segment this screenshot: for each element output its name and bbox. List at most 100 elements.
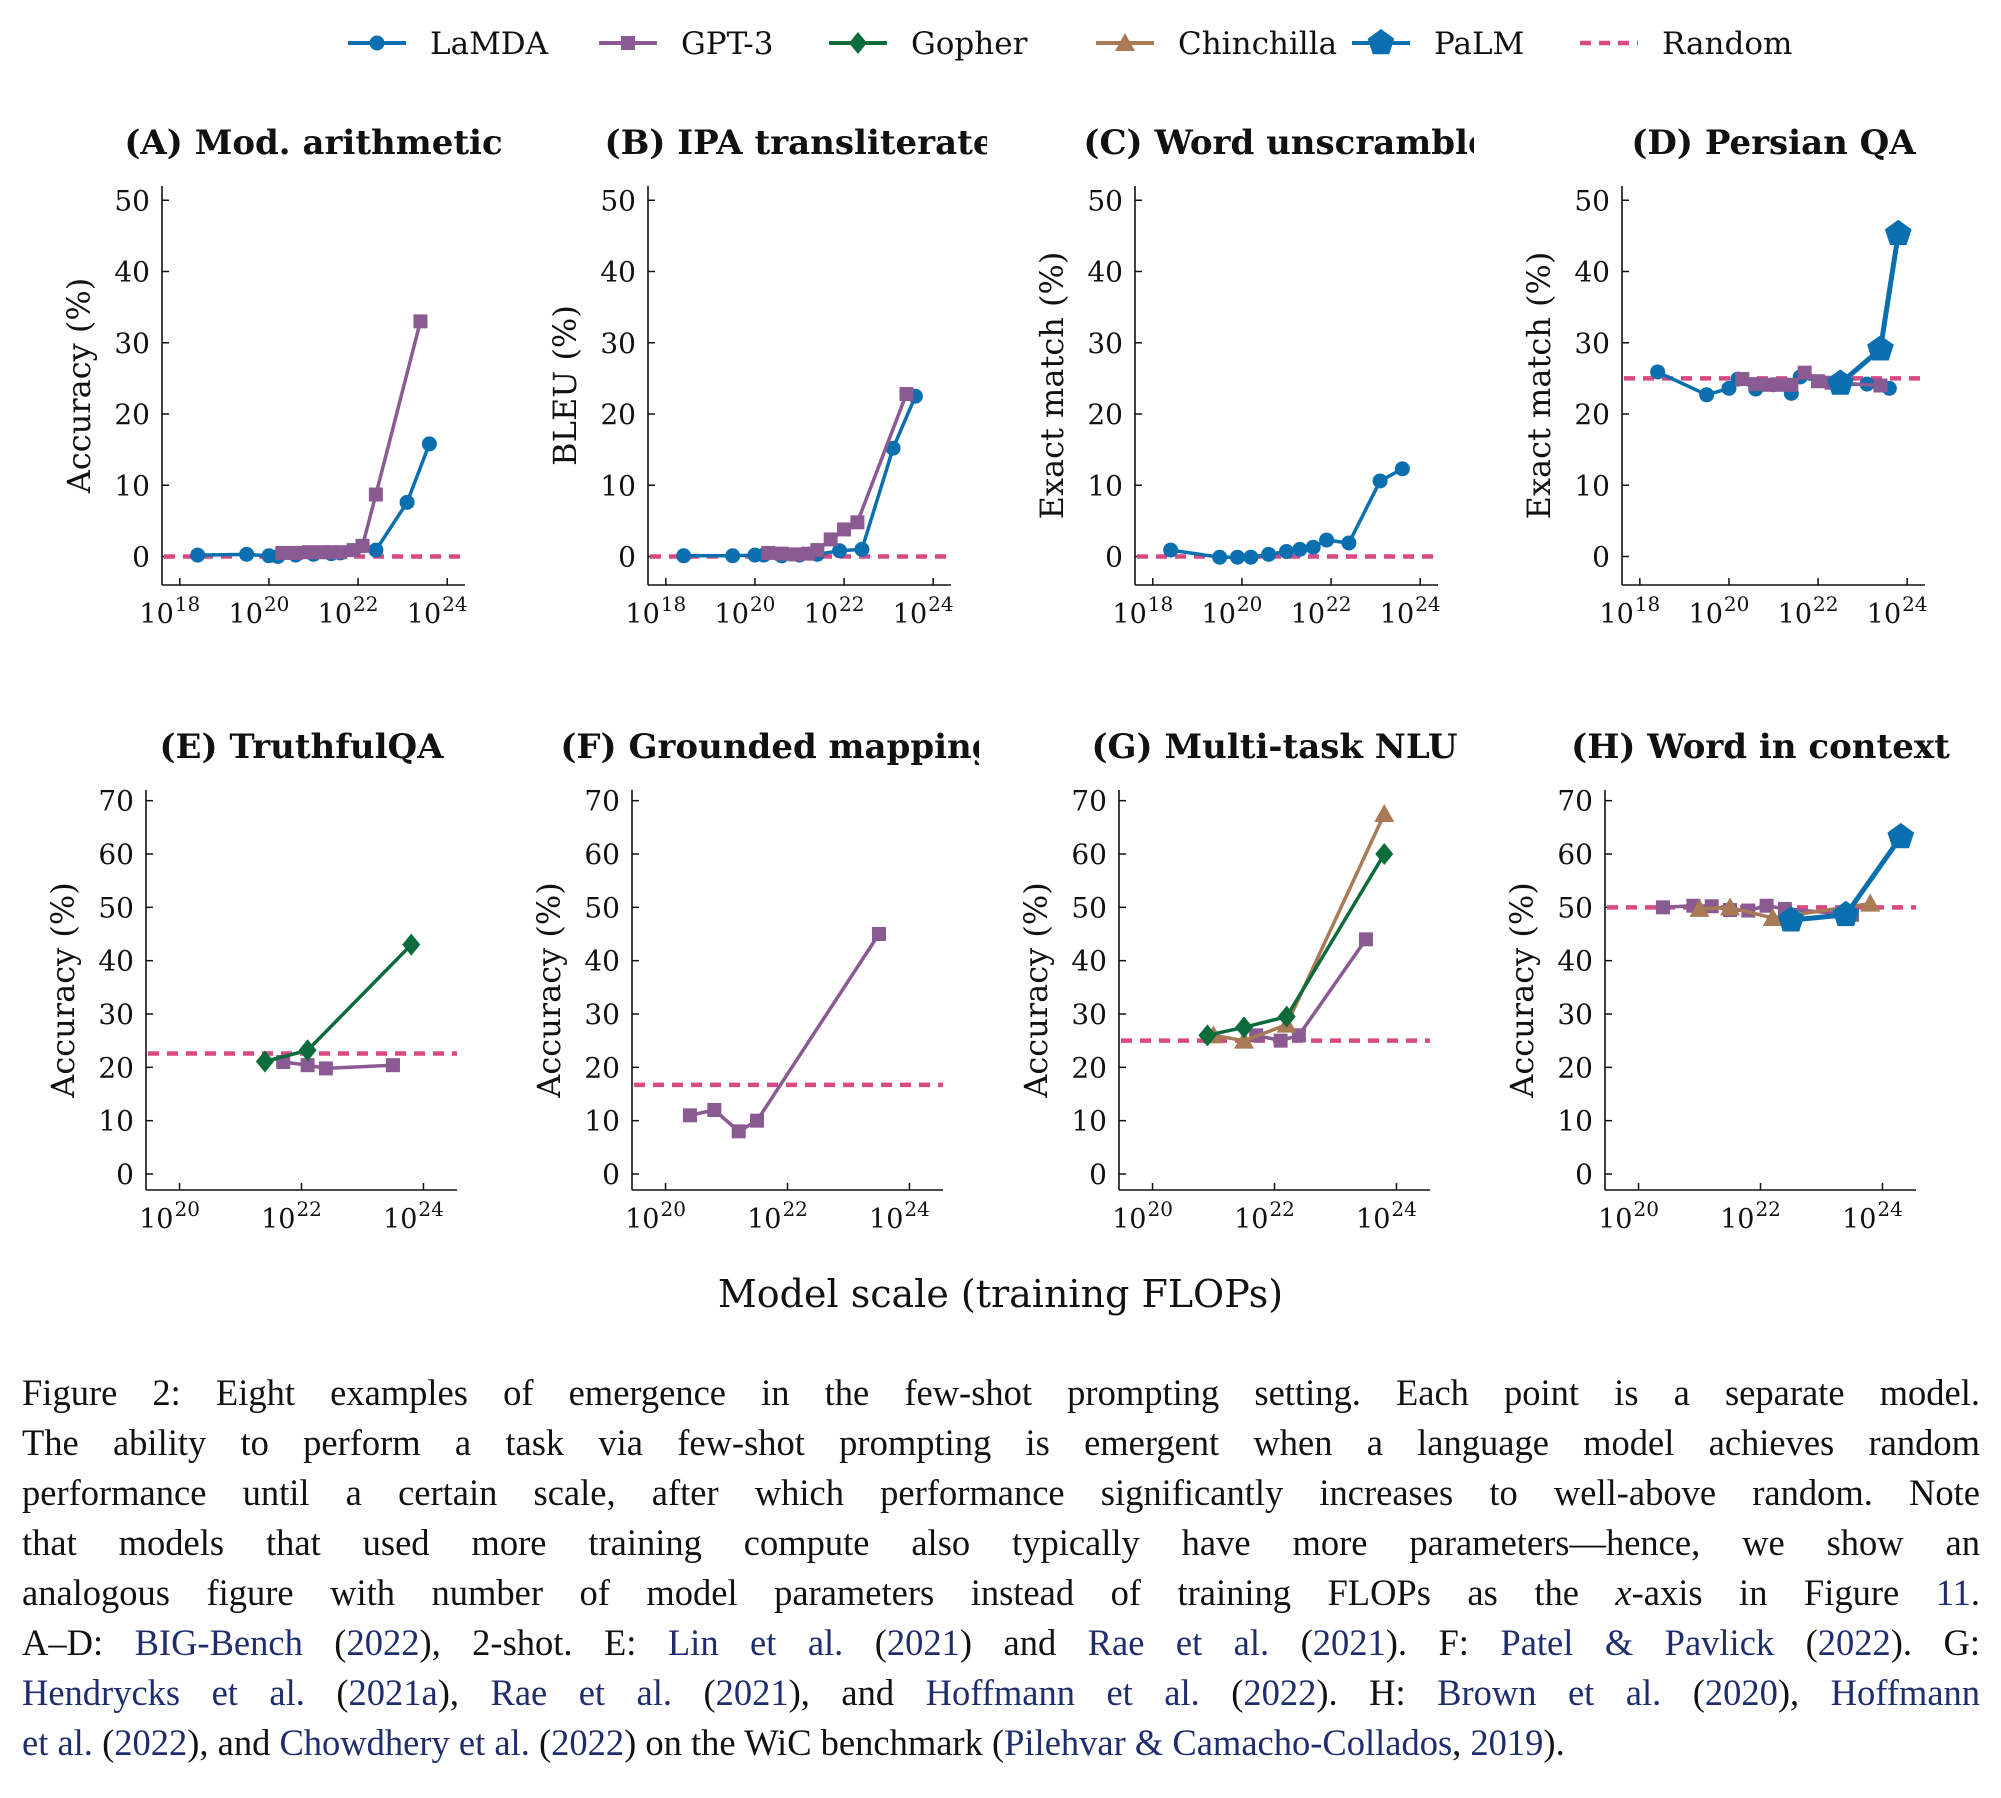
data-point (788, 547, 803, 562)
x-tick-label: 1024 (383, 1197, 444, 1235)
citation-link[interactable]: 2022 (551, 1722, 625, 1763)
caption-text: ( (1269, 1622, 1313, 1663)
citation-link[interactable]: Hoffmann (1830, 1672, 1981, 1713)
data-point (871, 927, 886, 941)
citation-link[interactable]: et al. (22, 1722, 93, 1763)
series-gpt-3 (682, 927, 886, 1139)
data-point (413, 314, 428, 329)
data-point (850, 515, 865, 530)
y-tick-label: 20 (114, 398, 150, 431)
citation-link[interactable]: Brown et al. (1437, 1672, 1662, 1713)
caption-text: ( (304, 1672, 349, 1713)
data-point (275, 545, 290, 560)
data-point (1319, 532, 1335, 548)
y-tick-label: 50 (114, 184, 150, 217)
series-line (264, 943, 413, 1064)
legend-item-lamda: LaMDA (348, 26, 549, 62)
caption-text: ( (302, 1622, 347, 1663)
data-point (1762, 908, 1783, 926)
y-tick-label: 10 (98, 1105, 134, 1138)
data-point (1341, 535, 1357, 551)
data-point (190, 547, 206, 563)
series-line (1213, 813, 1386, 1043)
citation-link[interactable]: 2019 (1470, 1722, 1544, 1763)
x-tick-label: 1024 (407, 592, 468, 630)
data-point (298, 1039, 317, 1062)
data-point (1292, 541, 1308, 557)
y-tick-label: 40 (114, 256, 150, 289)
citation-link[interactable]: 2021 (715, 1672, 789, 1713)
y-tick-label: 50 (600, 184, 636, 217)
y-tick-label: 30 (1574, 327, 1610, 360)
caption-line: analogous figure with number of model pa… (22, 1568, 1980, 1618)
citation-link[interactable]: 2020 (1704, 1672, 1778, 1713)
data-point (731, 1124, 746, 1139)
caption-text: ), (1777, 1672, 1831, 1713)
x-tick-label: 1022 (804, 592, 865, 630)
citation-link[interactable]: Patel & Pavlick (1500, 1622, 1775, 1663)
y-axis-label: Accuracy (%) (44, 882, 82, 1098)
caption-text: ( (1774, 1622, 1818, 1663)
legend-label: Gopher (911, 26, 1028, 62)
citation-link[interactable]: 2022 (1243, 1672, 1317, 1713)
citation-link[interactable]: 11 (1935, 1572, 1971, 1613)
data-point (1650, 364, 1666, 380)
caption-text: analogous figure with number of model pa… (22, 1572, 1616, 1613)
chart-title: (A) Mod. arithmetic (124, 123, 501, 163)
y-axis-label: Exact match (%) (1520, 252, 1558, 520)
series-line (1170, 467, 1404, 559)
data-point (1735, 372, 1750, 387)
legend-marker (369, 35, 385, 51)
y-tick-label: 50 (1574, 184, 1610, 217)
data-point (1305, 539, 1321, 555)
x-tick-label: 1020 (1689, 592, 1750, 630)
y-tick-label: 20 (1557, 1051, 1593, 1084)
y-tick-label: 40 (600, 256, 636, 289)
caption-text: ( (1661, 1672, 1705, 1713)
data-point (1372, 473, 1388, 489)
legend-item-gopher: Gopher (829, 26, 1028, 62)
series-line (1207, 853, 1386, 1038)
series-line (1699, 901, 1871, 920)
y-tick-label: 10 (1071, 1105, 1107, 1138)
data-point (1777, 906, 1805, 932)
citation-link[interactable]: 2022 (1817, 1622, 1891, 1663)
caption-text: ), and (788, 1672, 926, 1713)
x-tick-label: 1020 (715, 592, 776, 630)
citation-link[interactable]: Rae et al. (1087, 1622, 1270, 1663)
data-point (1261, 546, 1277, 562)
legend-label: PaLM (1434, 26, 1524, 62)
data-point (1279, 544, 1294, 560)
y-tick-label: 20 (98, 1051, 134, 1084)
y-tick-label: 40 (98, 945, 134, 978)
legend-item-random: Random (1580, 26, 1792, 62)
citation-link[interactable]: Lin et al. (667, 1622, 844, 1663)
data-point (1235, 1016, 1254, 1039)
y-tick-label: 10 (1574, 469, 1610, 502)
citation-link[interactable]: 2021 (1312, 1622, 1386, 1663)
chart-title: (F) Grounded mappings (560, 727, 979, 767)
data-point (355, 538, 370, 553)
citation-link[interactable]: 2022 (114, 1722, 188, 1763)
x-tick-label: 1020 (1202, 592, 1263, 630)
citation-link[interactable]: 2022 (346, 1622, 420, 1663)
data-point (1394, 461, 1410, 477)
citation-link[interactable]: Pilehvar & Camacho-Collados (1004, 1722, 1453, 1763)
legend-label: LaMDA (430, 26, 549, 62)
y-tick-label: 40 (1087, 256, 1123, 289)
citation-link[interactable]: Hoffmann et al. (925, 1672, 1200, 1713)
citation-link[interactable]: 2021 (886, 1622, 960, 1663)
legend-item-chinchilla: Chinchilla (1096, 26, 1337, 62)
citation-link[interactable]: Rae et al. (490, 1672, 673, 1713)
x-tick-label: 1024 (1867, 592, 1928, 630)
data-point (1762, 377, 1777, 392)
data-point (823, 532, 838, 547)
citation-link[interactable]: BIG-Bench (134, 1622, 303, 1663)
data-point (402, 933, 421, 956)
citation-link[interactable]: 2021a (348, 1672, 438, 1713)
citation-link[interactable]: Hendrycks et al. (22, 1672, 305, 1713)
citation-link[interactable]: Chowdhery et al. (279, 1722, 530, 1763)
y-axis-label: Accuracy (%) (1017, 882, 1055, 1098)
data-point (333, 545, 348, 560)
caption-text: ), 2-shot. E: (419, 1622, 668, 1663)
